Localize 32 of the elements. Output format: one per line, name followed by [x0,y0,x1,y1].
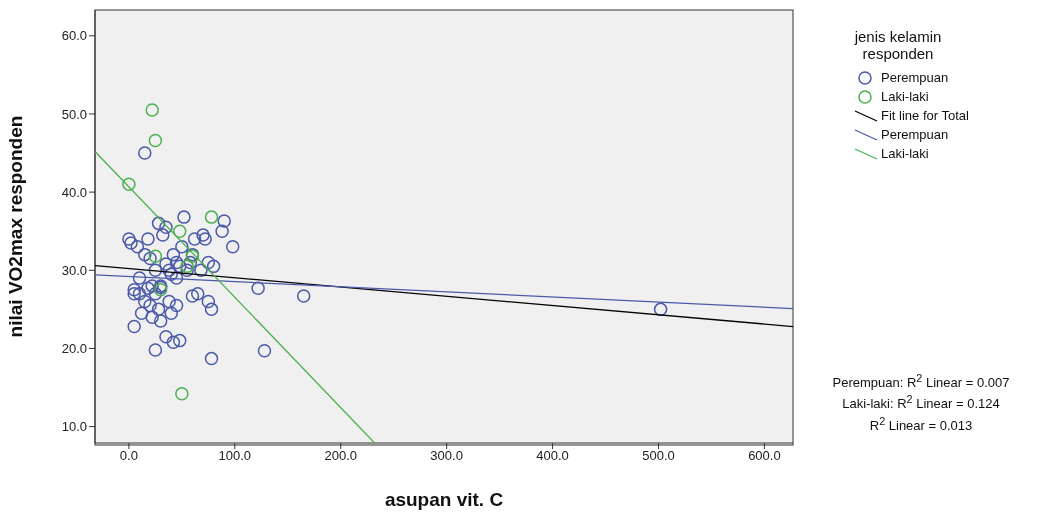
x-axis-title: asupan vit. C [384,489,504,510]
point [122,177,136,192]
y-tick-label: 40.0 [61,184,87,200]
x-tick-label: 600.0 [748,448,781,464]
x-tick-label: 400.0 [536,448,569,464]
legend-label: Perempuan [881,70,949,85]
legend-title: jenis kelamin responden [853,28,943,62]
legend-label: Laki-laki [881,89,929,104]
legend-label: Perempuan [881,127,949,142]
x-tick-label: 200.0 [324,448,357,464]
point [204,210,219,224]
point [180,259,194,274]
point [145,103,159,117]
x-tick-label: 100.0 [218,448,252,464]
y-tick-label: 20.0 [61,341,87,357]
point [148,133,163,148]
y-tick-label: 50.0 [61,106,87,122]
legend-label: Fit line for Total [881,108,969,123]
text: Perempuan: R$^{2}$ Linear = 0.007 [831,371,1011,392]
legend-label: Laki-laki [881,146,929,161]
x-tick-label: 0.0 [119,448,138,464]
y-axis-title: nilai VO2max responden [4,115,26,338]
point [148,249,163,263]
point [175,387,189,401]
text: R$^{2}$ Linear = 0.013 [868,413,974,434]
x-tick-label: 500.0 [642,448,675,464]
x-tick-label: 300.0 [430,448,463,464]
y-tick-label: 60.0 [61,28,87,44]
y-tick-label: 30.0 [61,262,87,278]
point [172,224,187,238]
y-tick-label: 10.0 [61,419,87,435]
text: Laki-laki: R$^{2}$ Linear = 0.124 [841,392,1001,413]
